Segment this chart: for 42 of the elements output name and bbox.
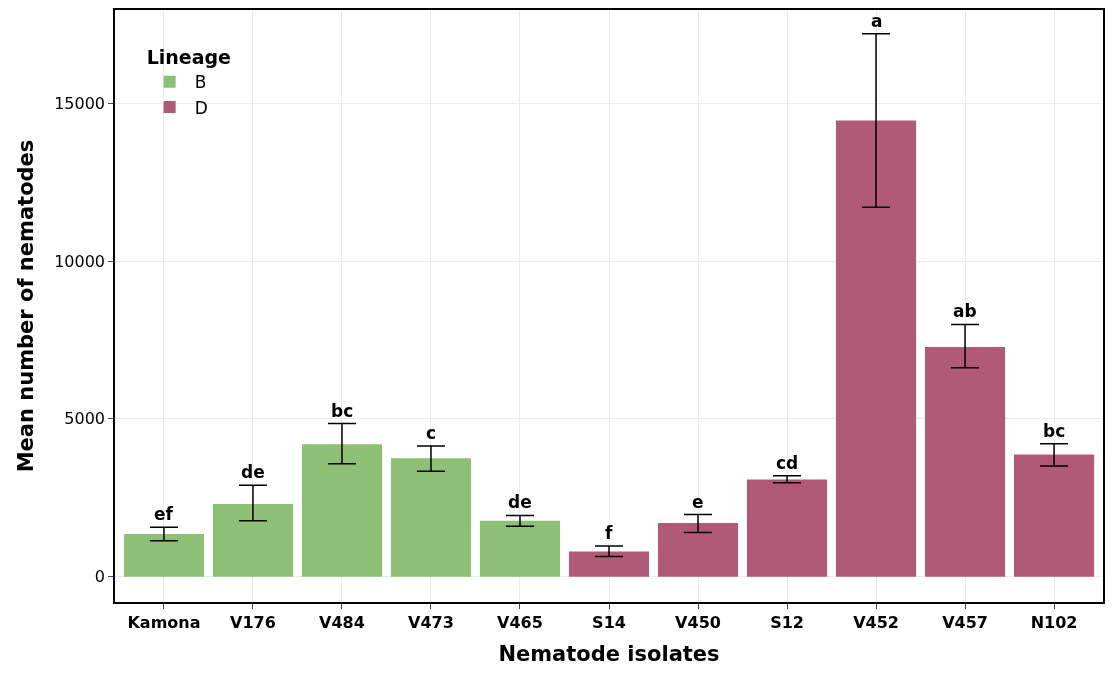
y-tick-label: 0 [94, 567, 106, 587]
bar [835, 120, 917, 577]
y-tick-label: 15000 [54, 93, 106, 113]
legend-title: Lineage [146, 46, 231, 69]
bar [390, 458, 472, 577]
annotation: ef [154, 504, 174, 524]
bar [568, 551, 650, 577]
bar [746, 479, 828, 577]
x-tick-label: S14 [592, 612, 626, 632]
annotation: de [241, 462, 265, 482]
bar [301, 444, 383, 577]
annotation: f [605, 523, 613, 543]
x-tick-label: V450 [675, 612, 721, 632]
annotation: ab [953, 301, 977, 321]
x-axis-title: Nematode isolates [498, 641, 720, 666]
legend-label: D [194, 97, 208, 118]
annotation: a [871, 11, 883, 31]
annotation: e [692, 492, 704, 512]
bar [1013, 454, 1095, 577]
bar [212, 504, 294, 577]
bar [123, 534, 205, 577]
annotation: bc [331, 401, 354, 421]
x-tick-label: V452 [853, 612, 899, 632]
annotation: bc [1043, 421, 1066, 441]
y-axis-title: Mean number of nematodes [13, 139, 38, 473]
x-tick-label: V176 [230, 612, 276, 632]
annotation: cd [776, 453, 799, 473]
bar [479, 520, 561, 577]
bar [924, 346, 1006, 577]
y-tick-label: 5000 [64, 409, 106, 429]
legend-label: B [194, 72, 207, 93]
y-tick-label: 10000 [54, 251, 106, 271]
bar [657, 523, 739, 577]
annotation: de [508, 492, 532, 512]
x-tick-label: V484 [319, 612, 365, 632]
x-tick-label: Kamona [127, 612, 201, 632]
x-tick-label: V465 [497, 612, 543, 632]
x-tick-label: V457 [942, 612, 988, 632]
annotation: c [426, 423, 437, 443]
x-tick-label: N102 [1030, 612, 1078, 632]
x-tick-label: V473 [408, 612, 454, 632]
x-tick-label: S12 [770, 612, 804, 632]
